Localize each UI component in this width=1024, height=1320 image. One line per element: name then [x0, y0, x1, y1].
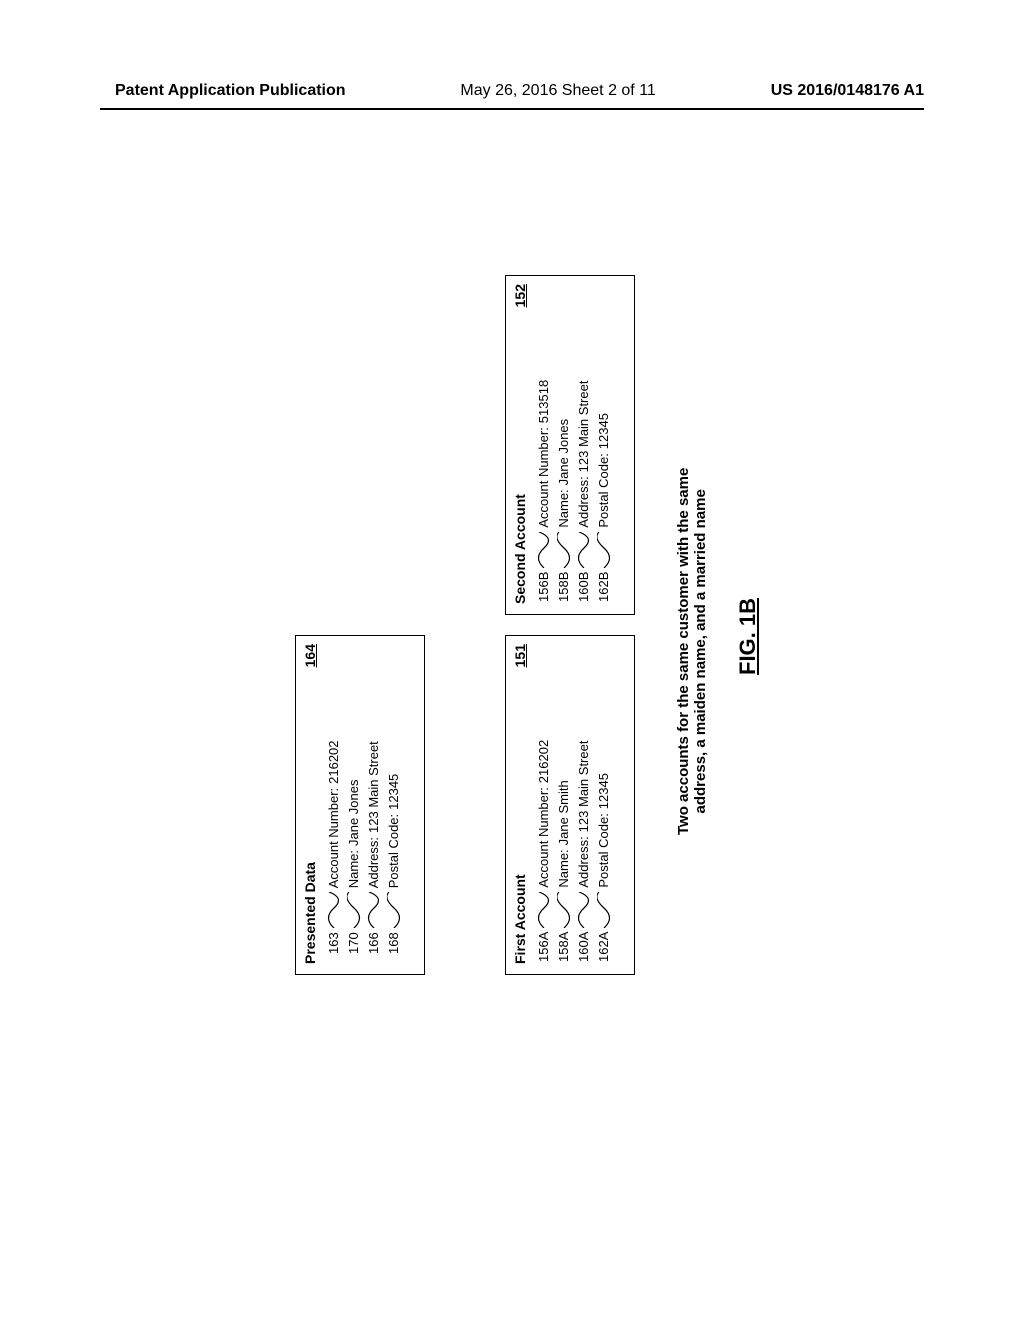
lead-number: 160A	[576, 932, 591, 962]
presented-data-box: Presented Data 164 163 Account Number: 2…	[295, 635, 425, 975]
second-account-box: Second Account 152 156B Account Number: …	[505, 275, 635, 615]
first-row-1: 158A Name: Jane Smith	[556, 780, 571, 962]
row-label: Address:	[576, 476, 591, 527]
lead-arc-icon	[537, 532, 551, 568]
lead-arc-icon	[597, 892, 611, 928]
lead-arc-icon	[387, 892, 401, 928]
lead-number: 158A	[556, 932, 571, 962]
row-label: Name:	[346, 850, 361, 888]
first-account-title: First Account	[512, 874, 528, 964]
row-value: 12345	[386, 774, 401, 810]
header-divider	[100, 108, 924, 110]
lead-number: 163	[326, 932, 341, 954]
lead-number: 158B	[556, 572, 571, 602]
lead-number: 168	[386, 932, 401, 954]
first-row-3: 162A Postal Code: 12345	[596, 773, 611, 962]
lead-arc-icon	[327, 892, 341, 928]
row-value: 216202	[536, 740, 551, 783]
lead-number: 162A	[596, 932, 611, 962]
row-label: Account Number:	[326, 788, 341, 888]
second-row-0: 156B Account Number: 513518	[536, 380, 551, 602]
row-value: Jane Smith	[556, 780, 571, 845]
row-value: 12345	[596, 413, 611, 449]
lead-number: 170	[346, 932, 361, 954]
row-value: 216202	[326, 740, 341, 783]
presented-row-1: 170 Name: Jane Jones	[346, 780, 361, 955]
first-account-refnum: 151	[512, 644, 528, 667]
figure-label: FIG. 1B	[735, 598, 761, 675]
lead-arc-icon	[597, 532, 611, 568]
second-row-2: 160B Address: 123 Main Street	[576, 381, 591, 602]
second-account-refnum: 152	[512, 284, 528, 307]
lead-number: 156A	[536, 932, 551, 962]
lead-number: 156B	[536, 572, 551, 602]
lead-arc-icon	[367, 892, 381, 928]
row-label: Name:	[556, 849, 571, 887]
lead-arc-icon	[537, 892, 551, 928]
second-row-1: 158B Name: Jane Jones	[556, 419, 571, 602]
row-value: Jane Jones	[556, 419, 571, 486]
presented-row-0: 163 Account Number: 216202	[326, 740, 341, 954]
lead-arc-icon	[577, 532, 591, 568]
lead-arc-icon	[557, 892, 571, 928]
caption-line-2: address, a maiden name, and a married na…	[692, 468, 709, 835]
lead-arc-icon	[557, 532, 571, 568]
figure-caption: Two accounts for the same customer with …	[675, 468, 709, 835]
second-account-title: Second Account	[512, 494, 528, 604]
header-left: Patent Application Publication	[115, 82, 346, 100]
row-label: Name:	[556, 489, 571, 527]
row-value: 513518	[536, 380, 551, 423]
row-value: 12345	[596, 773, 611, 809]
first-row-0: 156A Account Number: 216202	[536, 740, 551, 962]
figure-region: Presented Data 164 163 Account Number: 2…	[35, 305, 995, 1055]
lead-number: 162B	[596, 572, 611, 602]
lead-number: 166	[366, 932, 381, 954]
row-value: 123 Main Street	[366, 741, 381, 833]
row-label: Account Number:	[536, 427, 551, 527]
row-label: Postal Code:	[596, 813, 611, 887]
presented-data-refnum: 164	[302, 644, 318, 667]
presented-row-3: 168 Postal Code: 12345	[386, 774, 401, 954]
presented-data-title: Presented Data	[302, 862, 318, 964]
row-value: 123 Main Street	[576, 381, 591, 473]
first-account-box: First Account 151 156A Account Number: 2…	[505, 635, 635, 975]
lead-number: 160B	[576, 572, 591, 602]
row-label: Postal Code:	[596, 453, 611, 527]
lead-arc-icon	[577, 892, 591, 928]
page-header: Patent Application Publication May 26, 2…	[0, 82, 1024, 100]
row-label: Account Number:	[536, 787, 551, 887]
row-label: Postal Code:	[386, 814, 401, 888]
caption-line-1: Two accounts for the same customer with …	[675, 468, 692, 835]
second-row-3: 162B Postal Code: 12345	[596, 413, 611, 602]
header-center: May 26, 2016 Sheet 2 of 11	[460, 82, 655, 100]
row-label: Address:	[366, 837, 381, 888]
presented-row-2: 166 Address: 123 Main Street	[366, 741, 381, 954]
row-value: Jane Jones	[346, 780, 361, 847]
row-label: Address:	[576, 836, 591, 887]
lead-arc-icon	[347, 892, 361, 928]
row-value: 123 Main Street	[576, 741, 591, 833]
header-right: US 2016/0148176 A1	[771, 82, 924, 100]
first-row-2: 160A Address: 123 Main Street	[576, 741, 591, 962]
